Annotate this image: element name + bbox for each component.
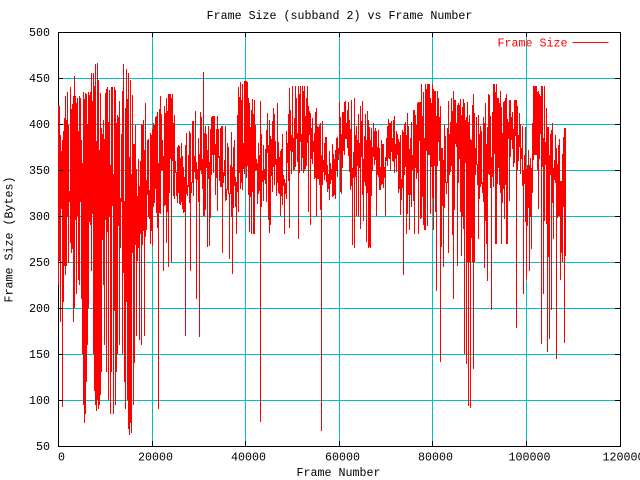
svg-text:60000: 60000 xyxy=(325,451,360,465)
svg-text:Frame Size (subband 2) vs Fram: Frame Size (subband 2) vs Frame Number xyxy=(207,9,473,23)
svg-text:250: 250 xyxy=(29,256,50,270)
svg-text:50: 50 xyxy=(36,440,50,454)
svg-text:40000: 40000 xyxy=(231,451,266,465)
svg-text:100: 100 xyxy=(29,394,50,408)
svg-text:100000: 100000 xyxy=(509,451,551,465)
svg-text:350: 350 xyxy=(29,164,50,178)
svg-text:Frame Size: Frame Size xyxy=(498,37,568,51)
svg-text:300: 300 xyxy=(29,210,50,224)
svg-text:Frame Size (Bytes): Frame Size (Bytes) xyxy=(3,177,17,303)
svg-text:80000: 80000 xyxy=(418,451,453,465)
svg-text:400: 400 xyxy=(29,118,50,132)
svg-text:20000: 20000 xyxy=(138,451,173,465)
svg-text:500: 500 xyxy=(29,26,50,40)
svg-text:120000: 120000 xyxy=(603,451,640,465)
svg-text:0: 0 xyxy=(58,451,65,465)
svg-text:Frame Number: Frame Number xyxy=(297,466,381,480)
svg-text:200: 200 xyxy=(29,302,50,316)
svg-text:450: 450 xyxy=(29,72,50,86)
svg-text:150: 150 xyxy=(29,348,50,362)
